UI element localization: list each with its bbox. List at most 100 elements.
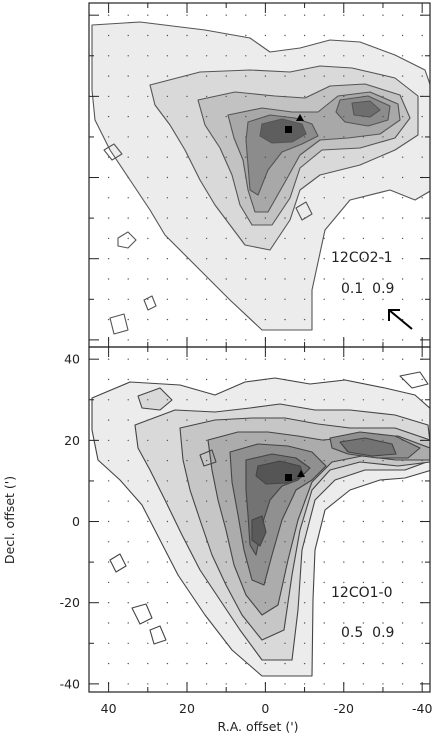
grid-dot [382, 237, 384, 240]
grid-dot [147, 399, 149, 401]
grid-dot [147, 156, 149, 158]
grid-dot [401, 439, 404, 442]
grid-dot [382, 258, 384, 260]
direction-arrow [388, 309, 413, 330]
grid-dot [362, 318, 365, 321]
grid-dot [225, 378, 227, 381]
grid-dot [205, 683, 208, 685]
grid-dot [284, 399, 286, 401]
grid-dot [323, 662, 325, 665]
grid-dot [107, 459, 110, 462]
grid-dot [186, 237, 188, 240]
grid-dot [147, 237, 149, 240]
grid-dot [245, 318, 247, 321]
grid-dot [303, 136, 306, 138]
grid-dot [382, 14, 384, 16]
grid-dot [382, 622, 384, 624]
grid-dot [245, 378, 247, 381]
grid-dot [343, 75, 345, 77]
grid-dot [362, 520, 365, 523]
grid-dot [127, 378, 129, 381]
top-line-label: 12CO2-1 [331, 250, 392, 266]
grid-dot [362, 34, 365, 37]
grid-dot [401, 358, 404, 360]
grid-dot [303, 439, 306, 442]
grid-dot [421, 480, 423, 482]
grid-dot [107, 439, 110, 442]
grid-dot [382, 561, 384, 563]
grid-dot [166, 197, 169, 199]
top-contour-islet [295, 201, 313, 221]
grid-dot [166, 156, 169, 158]
grid-dot [323, 197, 325, 199]
grid-dot [225, 318, 227, 321]
grid-dot [382, 399, 384, 401]
grid-dot [323, 258, 325, 260]
grid-dot [107, 55, 110, 57]
grid-dot [382, 298, 384, 300]
grid-dot [205, 561, 208, 563]
grid-dot [343, 419, 345, 421]
grid-dot [225, 642, 227, 644]
bottom-panel-frame [88, 346, 431, 693]
grid-dot [107, 500, 110, 502]
bottom-contour-islet [131, 603, 153, 625]
grid-dot [343, 378, 345, 381]
grid-dot [362, 298, 365, 300]
top-markers [285, 114, 304, 133]
grid-dot [323, 439, 325, 442]
grid-dot [205, 480, 208, 482]
grid-dot [147, 14, 149, 16]
grid-dot [186, 34, 188, 37]
grid-dot [401, 176, 404, 179]
grid-dot [343, 136, 345, 138]
grid-dot [186, 258, 188, 260]
grid-dot [401, 622, 404, 624]
grid-dot [107, 237, 110, 240]
grid-dot [166, 358, 169, 360]
grid-dot [421, 298, 423, 300]
grid-dot [323, 217, 325, 219]
grid-dot [343, 318, 345, 321]
grid-dot [186, 75, 188, 77]
grid-dot [421, 642, 423, 644]
grid-dot [205, 339, 208, 341]
grid-dot [186, 500, 188, 502]
grid-dot [264, 500, 267, 502]
grid-dot [362, 136, 365, 138]
grid-dot [147, 541, 149, 543]
grid-dot [303, 75, 306, 77]
grid-dot [225, 115, 227, 118]
top-contour-peak-2 [351, 100, 381, 118]
grid-dot [401, 399, 404, 401]
grid-dot [401, 298, 404, 300]
grid-dot [225, 34, 227, 37]
grid-dot [303, 642, 306, 644]
grid-dot [166, 339, 169, 341]
grid-dot [264, 197, 267, 199]
x-tick-label: 20 [179, 701, 195, 716]
grid-dot [284, 561, 286, 563]
grid-dot [343, 541, 345, 543]
grid-dot [362, 399, 365, 401]
grid-dot [186, 136, 188, 138]
grid-dot [264, 399, 267, 401]
grid-dot [166, 378, 169, 381]
grid-dot [382, 581, 384, 584]
grid-dot [245, 298, 247, 300]
grid-dot [166, 258, 169, 260]
grid-dot [343, 642, 345, 644]
grid-dot [284, 459, 286, 462]
grid-dot [186, 399, 188, 401]
grid-dot [382, 136, 384, 138]
grid-dot [284, 217, 286, 219]
grid-dot [147, 55, 149, 57]
grid-dot [186, 581, 188, 584]
grid-dot [205, 197, 208, 199]
grid-dot [323, 419, 325, 421]
grid-dot [127, 480, 129, 482]
grid-dot [284, 318, 286, 321]
grid-dot [323, 75, 325, 77]
grid-dot [323, 480, 325, 482]
grid-dot [127, 561, 129, 563]
